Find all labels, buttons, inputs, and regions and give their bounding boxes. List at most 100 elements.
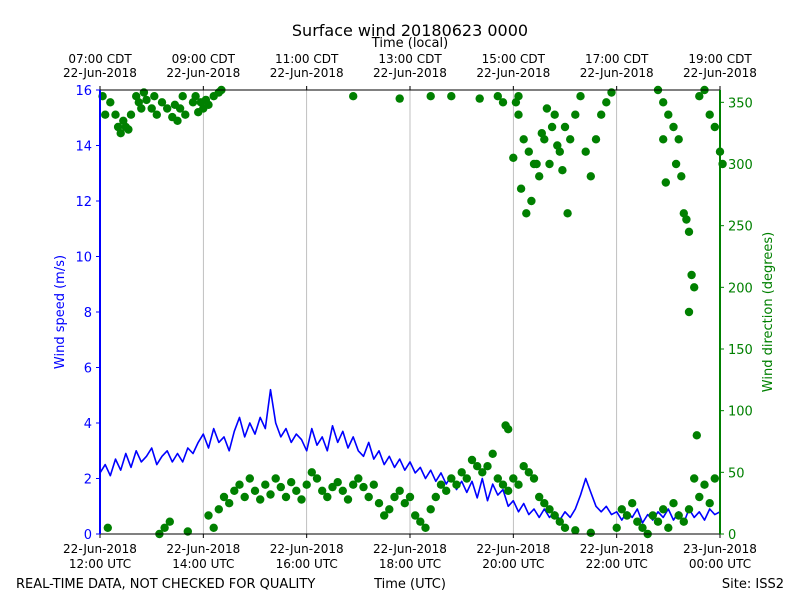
wind-direction-point: [674, 511, 683, 520]
wind-direction-point: [359, 482, 368, 492]
y-left-tick-label: 14: [75, 140, 92, 155]
wind-direction-point: [661, 178, 670, 187]
wind-direction-point: [664, 523, 673, 532]
wind-direction-point: [690, 474, 699, 483]
grid-layer: [202, 90, 618, 534]
wind-direction-point: [560, 523, 570, 532]
wind-direction-point: [178, 92, 187, 101]
wind-direction-point: [659, 98, 668, 107]
y-left-tick-label: 8: [84, 306, 92, 321]
wind-direction-point: [395, 486, 404, 495]
wind-direction-point: [163, 104, 172, 113]
wind-direction-point: [586, 172, 595, 181]
wind-direction-point: [545, 505, 554, 514]
wind-direction-point: [532, 159, 541, 169]
wind-direction-point: [266, 490, 275, 499]
wind-direction-point: [473, 462, 482, 471]
top-tick-time: 15:00 CDT: [482, 52, 546, 66]
x-tick-date: 22-Jun-2018: [270, 542, 344, 556]
y-left-tick-label: 16: [75, 84, 92, 99]
wind-direction-point: [281, 492, 291, 502]
wind-direction-point: [235, 480, 244, 489]
wind-direction-point: [312, 474, 322, 483]
wind-direction-point: [411, 511, 420, 520]
wind-direction-point: [695, 92, 704, 101]
wind-direction-point: [478, 468, 487, 477]
wind-direction-point: [103, 523, 113, 532]
wind-direction-point: [452, 480, 461, 489]
y-right-tick-label: 200: [728, 281, 753, 296]
wind-direction-point: [527, 196, 536, 206]
wind-direction-point: [323, 492, 332, 502]
wind-direction-point: [333, 478, 342, 487]
wind-direction-point: [374, 499, 384, 508]
wind-direction-point: [553, 141, 562, 150]
wind-direction-point: [297, 495, 306, 504]
wind-direction-point: [462, 474, 471, 483]
wind-direction-point: [261, 480, 270, 489]
wind-direction-point: [101, 110, 110, 119]
series-layer: [98, 85, 727, 539]
y-right-tick-label: 250: [728, 220, 753, 235]
wind-direction-point: [537, 129, 546, 138]
top-tick-time: 11:00 CDT: [275, 52, 339, 66]
wind-direction-point: [571, 110, 580, 119]
wind-direction-point: [271, 474, 280, 483]
top-tick-time: 07:00 CDT: [68, 52, 132, 66]
wind-direction-point: [633, 517, 642, 526]
top-tick-time: 19:00 CDT: [688, 52, 752, 66]
wind-direction-point: [602, 98, 611, 107]
y-left-tick-label: 0: [84, 528, 92, 543]
wind-direction-point: [173, 116, 182, 126]
x-tick-date: 22-Jun-2018: [580, 542, 654, 556]
x-tick-time: 00:00 UTC: [689, 557, 751, 571]
wind-direction-point: [498, 98, 508, 107]
wind-direction-point: [354, 474, 363, 483]
wind-direction-point: [256, 495, 265, 504]
wind-direction-point: [111, 110, 120, 119]
wind-direction-point: [126, 110, 136, 119]
wind-direction-point: [545, 159, 554, 169]
wind-direction-point: [648, 511, 657, 520]
x-tick-date: 22-Jun-2018: [166, 542, 240, 556]
wind-direction-point: [529, 474, 539, 483]
wind-direction-point: [705, 499, 714, 508]
wind-direction-point: [343, 495, 353, 504]
y-right-tick-label: 150: [728, 343, 753, 358]
wind-direction-point: [692, 431, 701, 440]
wind-direction-point: [522, 209, 531, 218]
wind-direction-point: [516, 184, 526, 193]
wind-direction-point: [338, 486, 347, 495]
wind-direction-point: [664, 110, 673, 119]
wind-direction-point: [245, 474, 254, 483]
wind-direction-point: [116, 129, 125, 138]
wind-direction-point: [563, 209, 572, 218]
wind-direction-point: [475, 94, 484, 103]
wind-direction-point: [612, 523, 621, 532]
wind-direction-point: [700, 480, 709, 489]
top-tick-date: 22-Jun-2018: [373, 66, 447, 80]
wind-direction-point: [483, 462, 492, 471]
wind-direction-point: [571, 526, 580, 535]
wind-direction-point: [204, 511, 213, 520]
wind-direction-point: [493, 92, 502, 101]
wind-direction-point: [687, 270, 696, 280]
wind-direction-point: [431, 492, 440, 502]
wind-direction-point: [152, 110, 161, 119]
wind-direction-point: [684, 505, 694, 514]
wind-direction-point: [426, 92, 435, 101]
wind-direction-point: [493, 474, 502, 483]
wind-direction-point: [550, 110, 559, 119]
top-tick-date: 22-Jun-2018: [270, 66, 344, 80]
wind-direction-point: [191, 92, 200, 101]
wind-direction-point: [547, 122, 557, 132]
wind-direction-point: [653, 517, 663, 526]
wind-direction-point: [671, 159, 681, 169]
top-tick-time: 17:00 CDT: [585, 52, 649, 66]
wind-direction-point: [488, 449, 497, 458]
wind-direction-point: [467, 455, 477, 465]
wind-direction-point: [150, 92, 159, 101]
wind-direction-point: [400, 499, 409, 508]
